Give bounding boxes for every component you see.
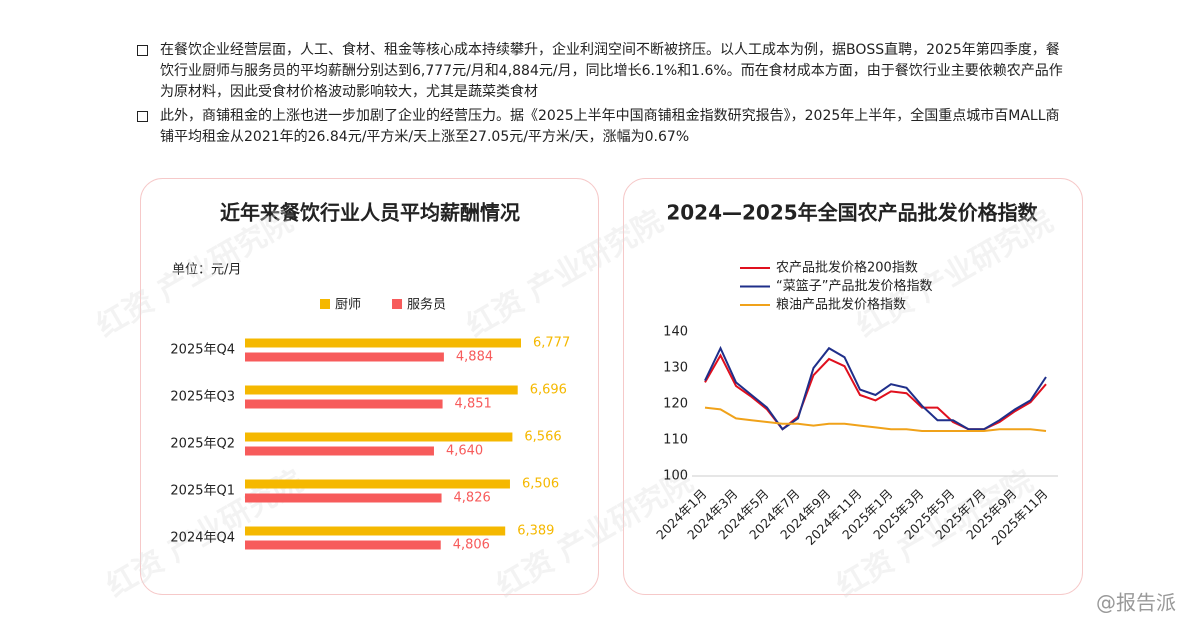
bar bbox=[245, 399, 443, 409]
legend-swatch bbox=[392, 299, 403, 309]
y-tick-label: 2024年Q4 bbox=[170, 531, 235, 546]
legend-label: 厨师 bbox=[335, 298, 361, 313]
value-label: 6,506 bbox=[522, 477, 559, 492]
value-label: 4,851 bbox=[455, 397, 492, 412]
bar bbox=[245, 479, 510, 489]
y-tick-label: 120 bbox=[663, 397, 688, 412]
footer-brand: @报告派 bbox=[1096, 591, 1176, 615]
chart-title: 2024—2025年全国农产品批发价格指数 bbox=[666, 201, 1038, 225]
card bbox=[140, 178, 599, 595]
bar bbox=[245, 385, 518, 395]
line-series bbox=[704, 406, 1047, 432]
y-tick-label: 2025年Q3 bbox=[170, 390, 235, 405]
y-tick-label: 2025年Q1 bbox=[170, 484, 235, 499]
bullet-text: 在餐饮企业经营层面，人工、食材、租金等核心成本持续攀升，企业利润空间不断被挤压。… bbox=[137, 40, 1072, 103]
card bbox=[623, 178, 1083, 595]
unit-label: 单位：元/月 bbox=[172, 263, 241, 278]
line-series bbox=[704, 353, 1047, 431]
watermark: 红资 产业研究院 bbox=[461, 204, 669, 345]
legend-swatch bbox=[320, 299, 330, 309]
y-tick-label: 100 bbox=[663, 469, 688, 484]
legend-label: 粮油产品批发价格指数 bbox=[776, 297, 906, 313]
watermark: 红资 产业研究院 bbox=[91, 204, 299, 345]
line-series bbox=[704, 345, 1047, 431]
bar bbox=[245, 493, 442, 503]
value-label: 4,640 bbox=[446, 444, 483, 459]
y-tick-label: 130 bbox=[663, 361, 688, 376]
legend-label: 服务员 bbox=[407, 297, 446, 313]
bullet-text: 此外，商铺租金的上涨也进一步加剧了企业的经营压力。据《2025上半年中国商铺租金… bbox=[137, 106, 1072, 148]
bar bbox=[245, 446, 434, 456]
y-tick-label: 2025年Q4 bbox=[170, 343, 235, 358]
value-label: 6,566 bbox=[524, 430, 561, 445]
chart-title: 近年来餐饮行业人员平均薪酬情况 bbox=[220, 201, 520, 225]
y-tick-label: 110 bbox=[663, 433, 688, 448]
legend-label: 农产品批发价格200指数 bbox=[776, 260, 918, 276]
y-tick-label: 140 bbox=[663, 325, 688, 340]
bar bbox=[245, 526, 506, 536]
value-label: 4,826 bbox=[454, 491, 491, 506]
value-label: 6,696 bbox=[530, 383, 567, 398]
bar bbox=[245, 540, 441, 550]
bar bbox=[245, 352, 444, 362]
value-label: 4,884 bbox=[456, 350, 493, 365]
y-tick-label: 2025年Q2 bbox=[170, 437, 235, 452]
legend-label: “菜篮子”产品批发价格指数 bbox=[776, 278, 932, 294]
bar bbox=[245, 338, 521, 348]
value-label: 4,806 bbox=[453, 538, 490, 553]
value-label: 6,389 bbox=[517, 524, 554, 539]
bar bbox=[245, 432, 513, 442]
value-label: 6,777 bbox=[533, 336, 570, 351]
